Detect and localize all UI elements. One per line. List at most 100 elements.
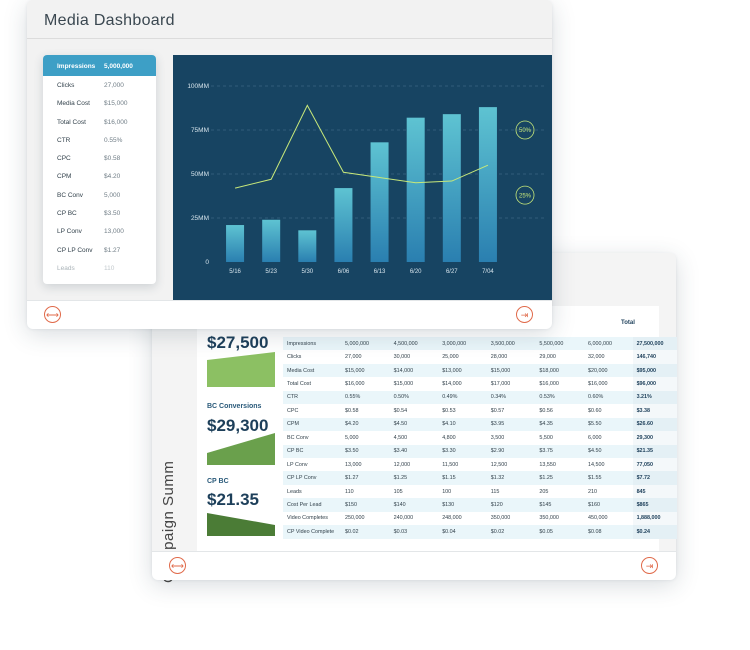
metric-item-label: CP BC <box>57 210 77 218</box>
collapse-arrows-icon[interactable]: ⇥ <box>516 306 533 323</box>
table-row: BC Conv 5,000 4,500 4,800 3,500 5,500 6,000 29,… <box>283 431 677 445</box>
total-cell: 845 <box>632 484 677 499</box>
chart-bar <box>262 219 281 262</box>
metric-item[interactable]: CP BC $3.50 <box>43 204 156 222</box>
metric-item[interactable]: Impressions 5,000,000 <box>43 55 156 76</box>
collapse-arrows-icon[interactable]: ⇥ <box>641 557 658 574</box>
table-cell: 4,500,000 <box>389 337 439 351</box>
table-cell: $17,000 <box>490 381 511 388</box>
metric-item-label: CP LP Conv <box>57 246 93 254</box>
table-cell: 29,000 <box>539 354 556 361</box>
table-cell: 3,000,000 <box>438 337 487 351</box>
total-cell: $865 <box>632 498 677 512</box>
table-cell: 115 <box>490 488 500 495</box>
metric-item-value: $15,000 <box>104 100 128 108</box>
metric-item-value: 5,000,000 <box>104 63 133 70</box>
chart-bar <box>478 107 497 262</box>
table-cell: 240,000 <box>393 515 414 522</box>
row-label: CP LP Conv <box>283 471 341 485</box>
metric-item-value: $3.50 <box>104 210 121 218</box>
table-cell: $1.32 <box>486 471 536 485</box>
metric-item[interactable]: CTR 0.55% <box>43 131 156 149</box>
summary-footer: ⟷ ⇥ <box>152 551 676 580</box>
table-cell: $145 <box>535 498 584 512</box>
table-cell: 0.53% <box>535 390 584 405</box>
metric-item[interactable]: LP Conv 13,000 <box>43 222 156 240</box>
table-row: CP Video Complete $0.02 $0.03 $0.04 $0.02 $0.… <box>283 525 677 539</box>
table-row: Cost Per Lead $150 $140 $130 $120 $145 $160 $86… <box>283 498 677 512</box>
table-cell: $160 <box>583 498 633 512</box>
table-cell: $4.20 <box>341 417 390 432</box>
metric-item[interactable]: CPC $0.58 <box>43 149 156 167</box>
chart-bar <box>226 225 245 262</box>
x-tick-label: 6/06 <box>338 269 350 275</box>
metric-item[interactable]: Clicks 27,000 <box>43 76 156 94</box>
table-cell: $150 <box>341 498 390 512</box>
metric-item-label: LP Conv <box>57 228 82 236</box>
table-cell: $14,000 <box>442 381 462 388</box>
table-cell: 5,500 <box>539 434 553 441</box>
metric-item[interactable]: Leads 110 <box>43 259 156 277</box>
table-cell: $13,000 <box>438 363 487 378</box>
metric-card-value: $27,500 <box>207 333 269 352</box>
table-cell: $16,000 <box>587 381 608 388</box>
table-cell: $1.25 <box>389 471 439 485</box>
table-cell: $130 <box>438 498 487 512</box>
total-cell: $7.72 <box>632 471 677 485</box>
metric-item-value: 0.55% <box>104 136 123 144</box>
table-cell: 13,550 <box>539 461 556 468</box>
table-cell: $4.50 <box>389 417 439 432</box>
metric-item-value: $1.27 <box>104 246 121 254</box>
row-label: Video Completes <box>287 515 328 522</box>
table-row: Clicks 27,000 30,000 25,000 28,000 29,000 32,0… <box>283 350 677 364</box>
summary-table: Impressions 5,000,000 4,500,000 3,000,000 3,… <box>283 337 677 539</box>
metric-item-value: $0.58 <box>104 155 121 163</box>
table-row: CPM $4.20 $4.50 $4.10 $3.95 $4.35 $5.50 $26.60 <box>283 417 677 432</box>
table-row: Video Completes 250,000 240,000 248,000 350,… <box>283 511 677 526</box>
y-tick-label: 100MM <box>187 83 209 90</box>
table-cell: 100 <box>442 488 452 495</box>
table-cell: 0.50% <box>389 390 439 405</box>
row-label: CPC <box>287 407 299 414</box>
table-cell: $15,000 <box>341 363 390 378</box>
total-cell: $95,000 <box>632 363 677 378</box>
table-cell: 450,000 <box>587 515 608 522</box>
chart: 0 25MM 50MM 75MM 100MM 5/16 5/23 5/30 6/06 6/13 6/… <box>187 83 544 275</box>
metric-item-value: 13,000 <box>104 228 124 236</box>
metric-item-label: Clicks <box>57 82 75 89</box>
chart-bar <box>334 188 353 262</box>
table-cell: 0.49% <box>438 390 487 405</box>
table-row: CTR 0.55% 0.50% 0.49% 0.34% 0.53% 0.60% 3.21% <box>283 390 677 405</box>
metric-item[interactable]: Total Cost $16,000 <box>43 113 156 131</box>
expand-arrows-icon[interactable]: ⟷ <box>44 306 61 323</box>
table-cell: 5,000,000 <box>341 337 390 351</box>
table-cell: $15,000 <box>393 381 414 388</box>
metric-item[interactable]: Media Cost $15,000 <box>43 94 156 112</box>
media-dashboard-card: Media Dashboard Impressions 5,000,000 Clic… <box>27 0 552 329</box>
total-cell: $96,000 <box>632 377 677 391</box>
x-tick-label: 6/20 <box>410 269 422 275</box>
metric-item[interactable]: CP LP Conv $1.27 <box>43 241 156 259</box>
x-tick-label: 5/16 <box>229 269 241 275</box>
table-cell: 0.60% <box>583 390 633 405</box>
table-cell: 250,000 <box>345 515 365 522</box>
table-cell: $1.15 <box>438 471 487 485</box>
table-cell: 13,000 <box>345 461 362 468</box>
chart-bar <box>406 117 425 263</box>
table-cell: 28,000 <box>490 354 508 361</box>
metric-item-value: $16,000 <box>104 118 128 126</box>
metric-item[interactable]: BC Conv 5,000 <box>43 186 156 204</box>
table-row: Leads 110 105 100 115 205 210 845 <box>283 484 677 499</box>
total-cell: 29,300 <box>632 431 677 445</box>
table-cell: 205 <box>539 488 549 495</box>
metric-item-value: 110 <box>104 264 115 272</box>
metric-item[interactable]: CPM $4.20 <box>43 167 156 185</box>
table-cell: 14,500 <box>587 461 605 468</box>
table-cell: $0.02 <box>341 525 390 539</box>
table-cell: $4.10 <box>438 417 487 432</box>
expand-arrows-icon[interactable]: ⟷ <box>169 557 186 574</box>
chart-bar <box>442 114 461 262</box>
table-cell: $0.56 <box>539 407 553 414</box>
table-cell: 32,000 <box>587 354 605 361</box>
divider <box>27 38 552 39</box>
